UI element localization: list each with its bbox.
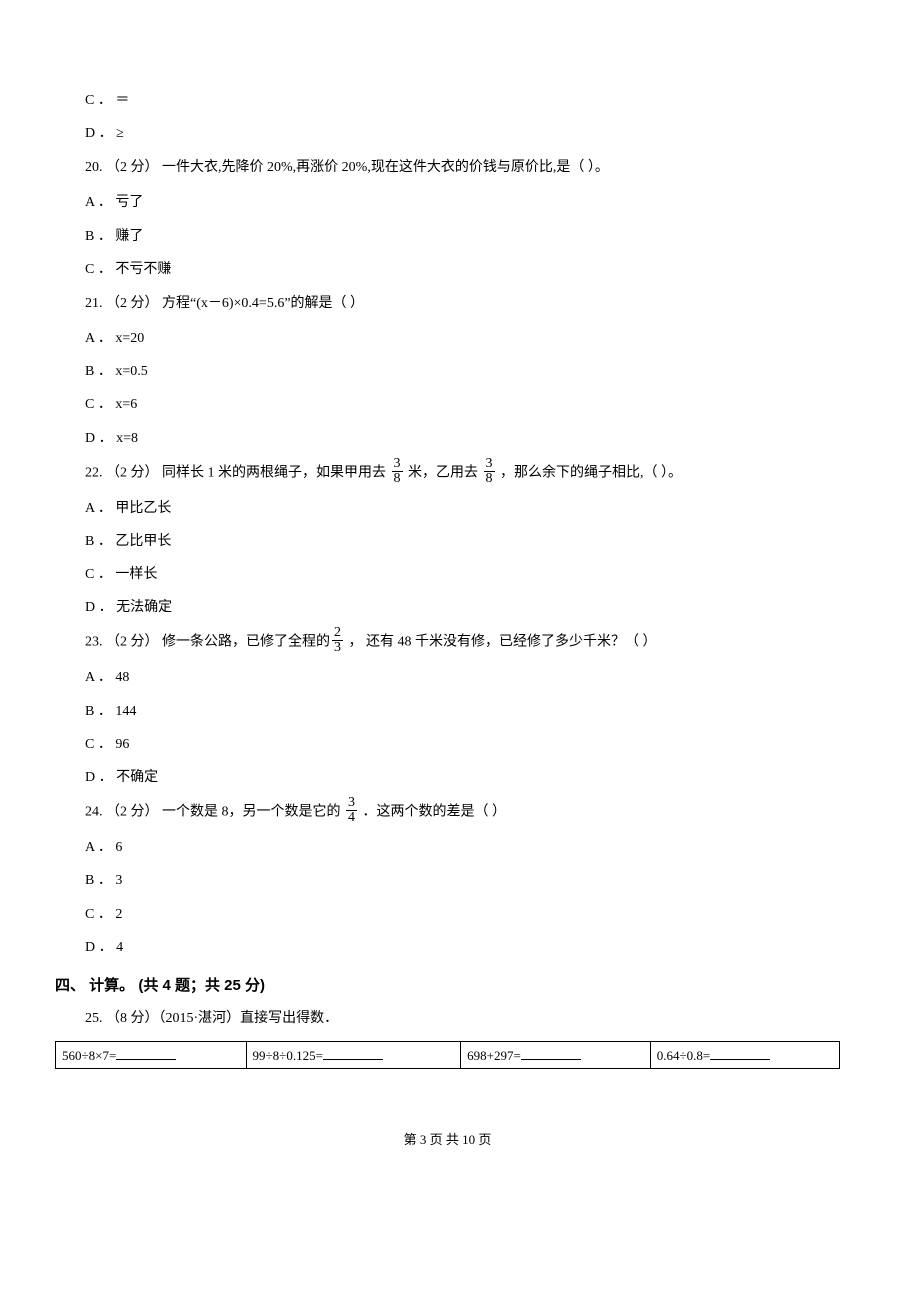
calc-cell-3: 698+297= [461, 1041, 651, 1068]
answer-blank [116, 1046, 176, 1060]
q23-option-a: A ． 48 [85, 665, 840, 690]
option-d: D ． ≥ [85, 121, 840, 146]
table-row: 560÷8×7= 99÷8÷0.125= 698+297= 0.64÷0.8= [56, 1041, 840, 1068]
frac-den: 8 [484, 472, 495, 486]
question-25: 25. （8 分）（2015·湛河）直接写出得数． [85, 1005, 840, 1033]
question-21: 21. （2 分） 方程“(x－6)×0.4=5.6”的解是（ ） [85, 290, 840, 318]
q21-option-d: D ． x=8 [85, 426, 840, 451]
q20-option-a: A ． 亏了 [85, 190, 840, 215]
q23-text-pre: 23. （2 分） 修一条公路，已修了全程的 [85, 635, 330, 650]
expr: 0.64÷0.8= [657, 1048, 710, 1063]
q24-option-b: B ． 3 [85, 868, 840, 893]
q21-option-a: A ． x=20 [85, 326, 840, 351]
fraction-2-3: 23 [332, 626, 343, 655]
answer-blank [521, 1046, 581, 1060]
q22-option-d: D ． 无法确定 [85, 595, 840, 620]
q24-option-d: D ． 4 [85, 935, 840, 960]
page-footer: 第 3 页 共 10 页 [55, 1129, 840, 1148]
fraction-3-8-a: 38 [392, 457, 403, 486]
question-20: 20. （2 分） 一件大衣,先降价 20%,再涨价 20%,现在这件大衣的价钱… [85, 154, 840, 182]
answer-blank [710, 1046, 770, 1060]
calculation-table: 560÷8×7= 99÷8÷0.125= 698+297= 0.64÷0.8= [55, 1041, 840, 1069]
frac-num: 3 [484, 457, 495, 472]
q21-option-c: C ． x=6 [85, 392, 840, 417]
fraction-3-4: 34 [346, 796, 357, 825]
q24-option-a: A ． 6 [85, 835, 840, 860]
q23-option-d: D ． 不确定 [85, 765, 840, 790]
frac-den: 3 [332, 641, 343, 655]
q23-text-post: ， 还有 48 千米没有修，已经修了多少千米？（ ） [345, 635, 657, 650]
q22-option-c: C ． 一样长 [85, 562, 840, 587]
fraction-3-8-b: 38 [484, 457, 495, 486]
expr: 560÷8×7= [62, 1048, 116, 1063]
q22-text-pre: 22. （2 分） 同样长 1 米的两根绳子，如果甲用去 [85, 465, 390, 480]
q21-option-b: B ． x=0.5 [85, 359, 840, 384]
option-c: C ． ＝ [85, 88, 840, 113]
expr: 99÷8÷0.125= [253, 1048, 323, 1063]
frac-num: 3 [392, 457, 403, 472]
calc-cell-4: 0.64÷0.8= [650, 1041, 839, 1068]
frac-num: 3 [346, 796, 357, 811]
question-22: 22. （2 分） 同样长 1 米的两根绳子，如果甲用去 38 米，乙用去 38… [85, 459, 840, 488]
answer-blank [323, 1046, 383, 1060]
q22-text-mid: 米，乙用去 [405, 465, 482, 480]
calc-cell-2: 99÷8÷0.125= [246, 1041, 461, 1068]
question-23: 23. （2 分） 修一条公路，已修了全程的23 ， 还有 48 千米没有修，已… [85, 628, 840, 657]
q24-option-c: C ． 2 [85, 902, 840, 927]
frac-num: 2 [332, 626, 343, 641]
q22-option-a: A ． 甲比乙长 [85, 496, 840, 521]
q23-option-c: C ． 96 [85, 732, 840, 757]
q23-option-b: B ． 144 [85, 699, 840, 724]
q24-text-pre: 24. （2 分） 一个数是 8，另一个数是它的 [85, 805, 344, 820]
question-24: 24. （2 分） 一个数是 8，另一个数是它的 34 ．这两个数的差是（ ） [85, 798, 840, 827]
frac-den: 8 [392, 472, 403, 486]
calc-cell-1: 560÷8×7= [56, 1041, 247, 1068]
q22-option-b: B ． 乙比甲长 [85, 529, 840, 554]
expr: 698+297= [467, 1048, 521, 1063]
q20-option-c: C ． 不亏不赚 [85, 257, 840, 282]
section-4-header: 四、 计算。 (共 4 题；共 25 分) [55, 974, 840, 995]
frac-den: 4 [346, 811, 357, 825]
q24-text-post: ．这两个数的差是（ ） [359, 805, 506, 820]
q22-text-post: ，那么余下的绳子相比,（ ）。 [497, 465, 683, 480]
q20-option-b: B ． 赚了 [85, 224, 840, 249]
